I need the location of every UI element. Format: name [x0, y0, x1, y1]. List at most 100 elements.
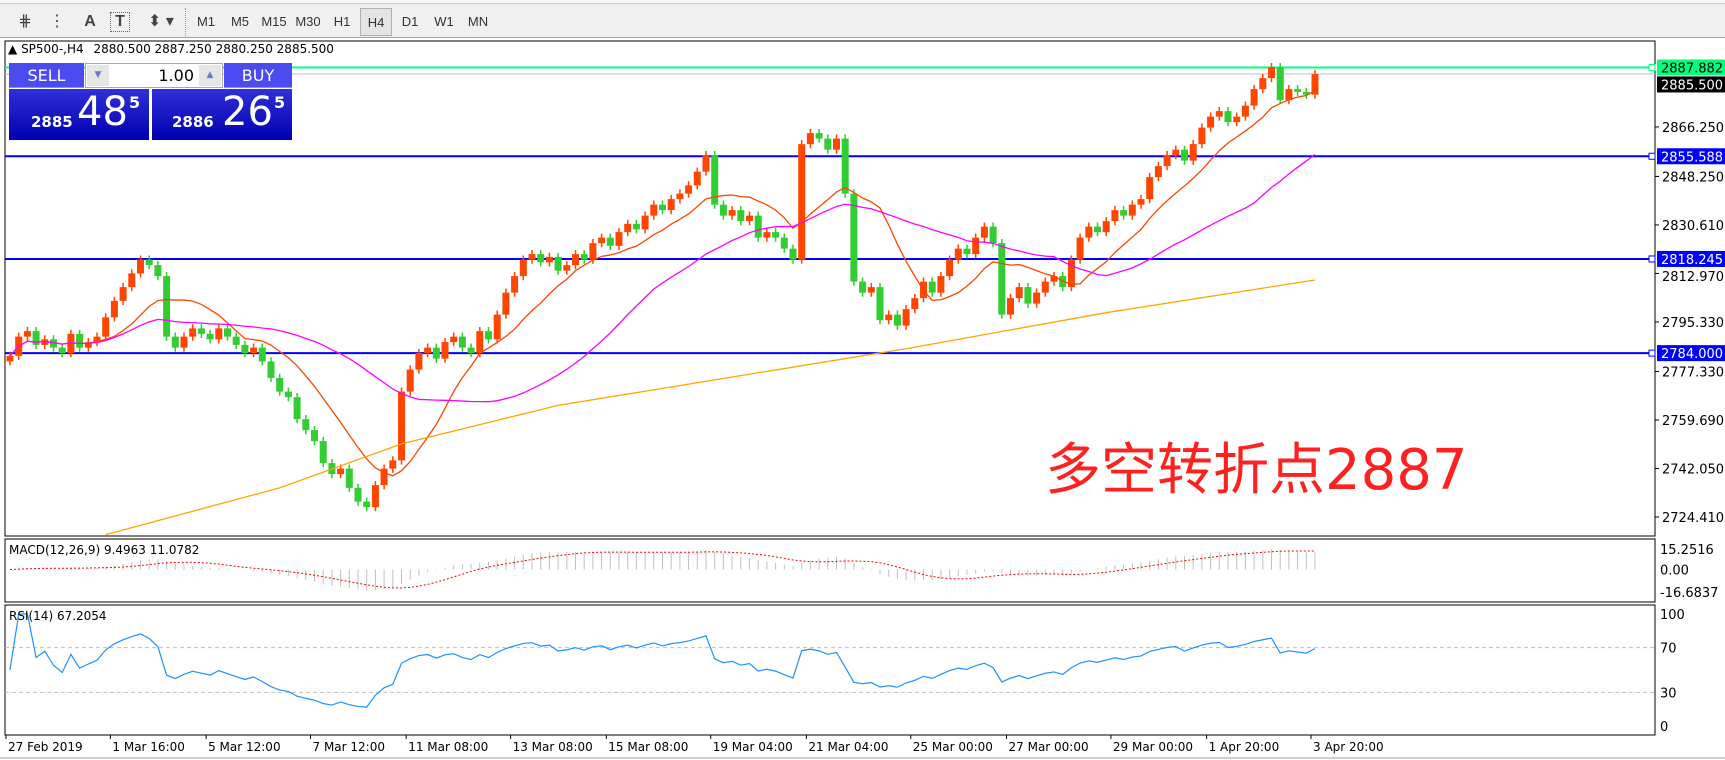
candle-bearish: [1120, 210, 1128, 216]
hline-price-badge: [1657, 250, 1725, 267]
candle-bullish: [545, 256, 553, 263]
candle-bullish: [806, 133, 814, 145]
text-label-icon[interactable]: T: [110, 12, 130, 32]
candle-bearish: [772, 232, 780, 238]
price-tick-label: 2795.330: [1662, 316, 1724, 331]
candle-bullish: [946, 259, 954, 277]
macd-tick-label: 0.00: [1660, 564, 1689, 579]
date-tick-label: 29 Mar 00:00: [1113, 740, 1193, 754]
candle-bearish: [1024, 287, 1032, 304]
candle-bearish: [815, 133, 823, 139]
candle-bullish: [180, 336, 188, 348]
candle-bullish: [1015, 287, 1023, 299]
candle-bullish: [911, 298, 919, 310]
candle-bearish: [580, 254, 588, 260]
candle-bullish: [337, 468, 345, 475]
candle-bearish: [850, 193, 858, 282]
hline-price-label: 2784.000: [1661, 347, 1723, 362]
candle-bullish: [1172, 149, 1180, 156]
sell-price-button[interactable]: 2885 48 5: [9, 89, 149, 140]
date-tick-label: 7 Mar 12:00: [313, 740, 386, 754]
chart-area[interactable]: 2866.250 2848.250 2830.610 2812.970 2795.330…: [0, 38, 1725, 760]
candle-bearish: [841, 138, 849, 194]
candle-bullish: [6, 355, 14, 362]
timeframe-d1-button[interactable]: D1: [401, 14, 419, 29]
arrows-icon[interactable]: ⬍ ▾: [148, 13, 174, 30]
candle-bullish: [528, 254, 536, 260]
buy-price-prefix: 2886: [172, 113, 214, 131]
candle-bullish: [67, 333, 75, 354]
candle-bullish: [424, 347, 432, 354]
text-icon[interactable]: A: [84, 13, 96, 30]
candle-bearish: [206, 333, 214, 340]
candle-bullish: [1241, 105, 1249, 117]
timeframe-w1-button[interactable]: W1: [434, 14, 454, 29]
timeframe-h4-button[interactable]: H4: [360, 8, 392, 36]
candle-bullish: [685, 185, 693, 194]
date-tick-label: 21 Mar 04:00: [808, 740, 888, 754]
timeframe-mn-button[interactable]: MN: [467, 14, 489, 29]
price-tick-label: 2830.610: [1662, 219, 1724, 234]
hline-price-badge: [1657, 148, 1725, 165]
date-tick-label: 19 Mar 04:00: [713, 740, 793, 754]
buy-price-button[interactable]: 2886 26 5: [152, 89, 292, 140]
chart-header: ▲ SP500-,H4 2880.500 2887.250 2880.250 2…: [8, 42, 334, 56]
candle-bullish: [1085, 226, 1093, 238]
buy-button[interactable]: BUY: [224, 63, 292, 88]
elliott-wave-icon[interactable]: ⋕: [18, 13, 32, 30]
sell-button[interactable]: SELL: [9, 63, 84, 88]
lot-size-stepper[interactable]: ▼ 1.00 ▲: [85, 63, 223, 88]
candle-bullish: [1215, 111, 1223, 117]
candle-bearish: [1094, 226, 1101, 233]
date-tick-label: 11 Mar 08:00: [408, 740, 488, 754]
candle-bearish: [989, 226, 997, 244]
rsi-tick-label: 70: [1660, 642, 1677, 657]
candle-bullish: [1259, 78, 1267, 90]
timeframe-h1-button[interactable]: H1: [333, 14, 351, 29]
candle-bearish: [711, 155, 719, 205]
timeframe-m5-button[interactable]: M5: [230, 14, 250, 29]
candle-bearish: [632, 223, 640, 230]
candle-bearish: [928, 281, 936, 293]
candle-bullish: [502, 292, 510, 315]
candle-bearish: [537, 254, 545, 263]
candle-bearish: [363, 501, 371, 508]
timeframe-m30-button[interactable]: M30: [295, 14, 321, 29]
candle-bullish: [676, 193, 684, 200]
candle-bullish: [389, 460, 397, 469]
candle-bearish: [293, 397, 301, 420]
candle-bullish: [885, 314, 893, 321]
date-tick-label: 25 Mar 00:00: [913, 740, 993, 754]
lot-size-input[interactable]: 1.00: [158, 66, 194, 85]
candle-bearish: [345, 468, 353, 488]
candle-bullish: [563, 265, 571, 271]
price-tick-label: 2724.410: [1662, 511, 1724, 526]
timeframe-m15-button[interactable]: M15: [261, 14, 287, 29]
candle-bearish: [311, 430, 318, 442]
sell-price-prefix: 2885: [31, 113, 73, 131]
candle-bullish: [589, 243, 597, 260]
lot-increase-icon[interactable]: ▲: [199, 65, 221, 86]
candle-bearish: [302, 419, 310, 431]
macd-label: MACD(12,26,9) 9.4963 11.0782: [9, 543, 199, 557]
rsi-line: [9, 613, 1316, 708]
price-tick-label: 2866.250: [1662, 121, 1724, 136]
candle-bearish: [154, 265, 162, 277]
candle-bullish: [746, 215, 753, 222]
ohlc-label: 2880.500 2887.250 2880.250 2885.500: [93, 42, 334, 56]
candle-bearish: [284, 391, 292, 398]
fibonacci-fan-icon[interactable]: ⋮: [49, 13, 65, 30]
hline-handle: [1648, 63, 1656, 71]
moving-average-slow: [105, 279, 1316, 536]
candle-bullish: [1007, 298, 1014, 315]
candle-bullish: [624, 223, 632, 233]
candle-bullish: [476, 331, 484, 354]
candle-bearish: [76, 333, 84, 348]
lot-decrease-icon[interactable]: ▼: [87, 65, 109, 86]
collapse-triangle-icon[interactable]: ▲: [8, 42, 18, 56]
candle-bullish: [23, 331, 31, 337]
timeframe-m1-button[interactable]: M1: [196, 14, 216, 29]
macd-panel: [4, 538, 1656, 603]
candle-bullish: [215, 328, 223, 340]
candle-bullish: [867, 287, 875, 293]
